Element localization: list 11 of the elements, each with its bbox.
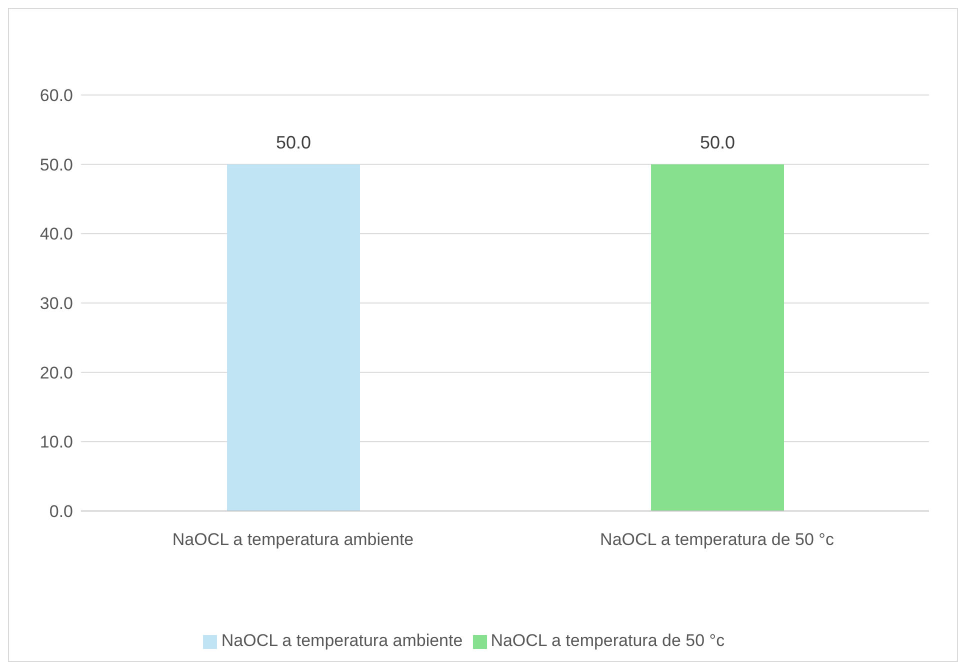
y-tick-label: 50.0 [40, 155, 73, 174]
y-tick-label: 10.0 [40, 432, 73, 452]
legend-label: NaOCL a temperatura ambiente [221, 631, 463, 650]
data-label: 50.0 [700, 132, 736, 152]
y-tick-label: 40.0 [40, 224, 73, 244]
legend-label: NaOCL a temperatura de 50 °c [490, 631, 725, 650]
y-tick-label: 60.0 [40, 86, 73, 106]
data-label: 50.0 [276, 132, 312, 152]
y-tick-label: 20.0 [40, 363, 73, 382]
y-tick-label: 0.0 [49, 502, 73, 522]
y-tick-label: 30.0 [40, 294, 73, 314]
